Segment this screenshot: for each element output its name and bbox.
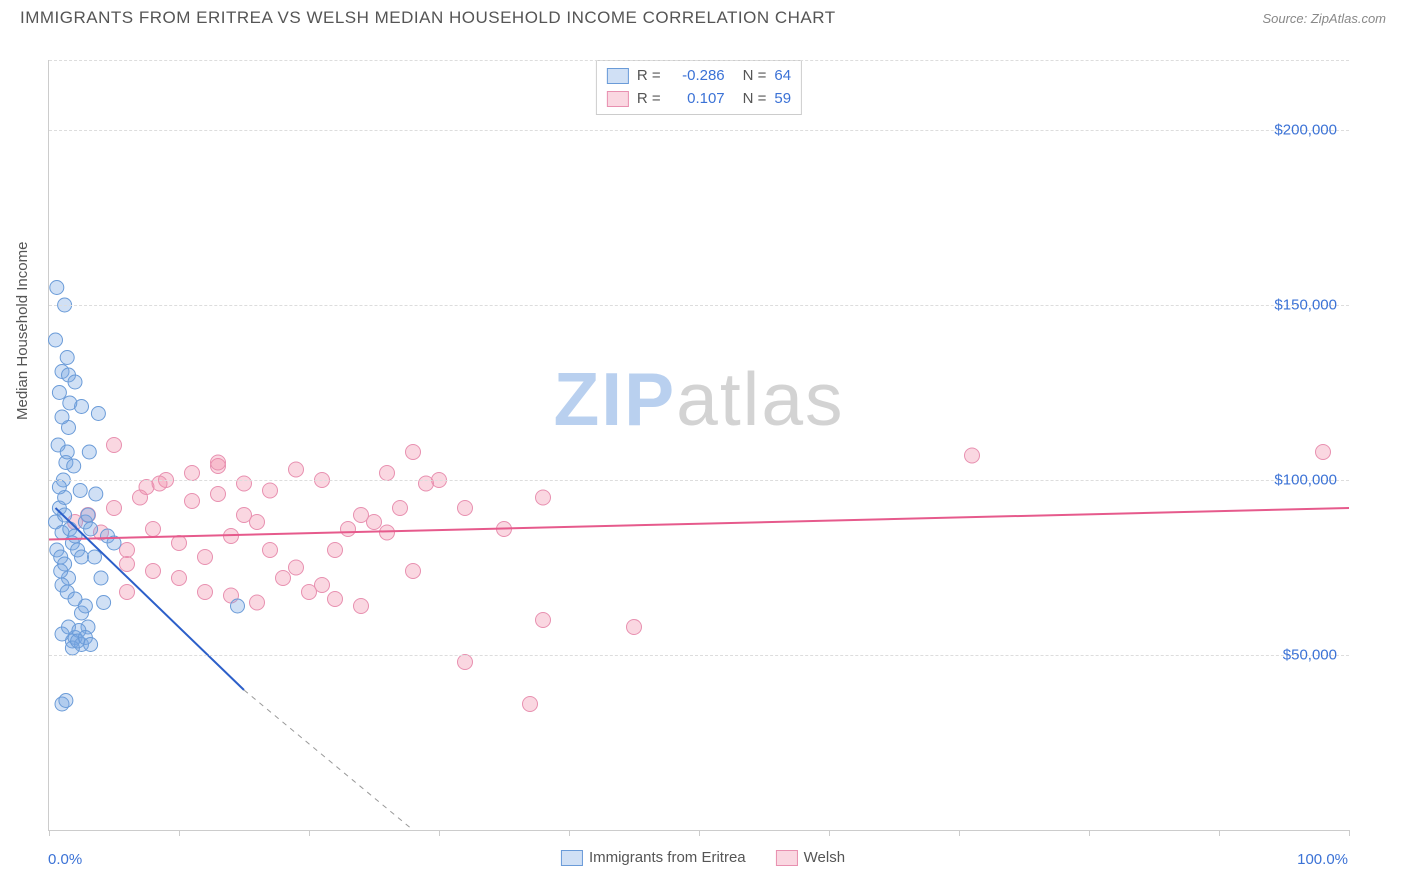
gridline bbox=[49, 305, 1349, 306]
x-tick-label-start: 0.0% bbox=[48, 851, 82, 868]
x-tick bbox=[699, 830, 700, 836]
x-tick-label-end: 100.0% bbox=[1297, 851, 1348, 868]
legend-swatch bbox=[561, 850, 583, 866]
y-tick-label: $50,000 bbox=[1283, 647, 1337, 664]
y-tick-label: $200,000 bbox=[1274, 122, 1337, 139]
x-tick bbox=[439, 830, 440, 836]
r-value: -0.286 bbox=[669, 65, 725, 88]
x-tick bbox=[959, 830, 960, 836]
gridline bbox=[49, 655, 1349, 656]
x-tick bbox=[309, 830, 310, 836]
gridline bbox=[49, 480, 1349, 481]
legend-swatch bbox=[607, 91, 629, 107]
n-label: N = bbox=[743, 88, 767, 111]
legend-series-item: Welsh bbox=[776, 849, 845, 866]
x-tick bbox=[49, 830, 50, 836]
x-tick bbox=[1349, 830, 1350, 836]
legend-correlation-row: R = 0.107 N = 59 bbox=[607, 88, 791, 111]
x-tick bbox=[1219, 830, 1220, 836]
header: IMMIGRANTS FROM ERITREA VS WELSH MEDIAN … bbox=[0, 0, 1406, 32]
legend-series-label: Immigrants from Eritrea bbox=[589, 849, 746, 866]
scatter-plot bbox=[49, 60, 1349, 830]
legend-correlation-row: R = -0.286 N = 64 bbox=[607, 65, 791, 88]
r-label: R = bbox=[637, 65, 661, 88]
legend-correlation: R = -0.286 N = 64 R = 0.107 N = 59 bbox=[596, 60, 802, 115]
legend-series: Immigrants from Eritrea Welsh bbox=[561, 849, 845, 866]
r-label: R = bbox=[637, 88, 661, 111]
y-axis-label: Median Household Income bbox=[14, 242, 31, 420]
y-tick-label: $100,000 bbox=[1274, 472, 1337, 489]
gridline bbox=[49, 60, 1349, 61]
legend-swatch bbox=[607, 68, 629, 84]
gridline bbox=[49, 130, 1349, 131]
chart-area: ZIPatlas R =-0.286N =64R =0.107N =59 $50… bbox=[48, 60, 1349, 831]
legend-series-item: Immigrants from Eritrea bbox=[561, 849, 746, 866]
legend-series-label: Welsh bbox=[804, 849, 845, 866]
n-label: N = bbox=[743, 65, 767, 88]
x-tick bbox=[829, 830, 830, 836]
x-tick bbox=[1089, 830, 1090, 836]
n-value: 64 bbox=[774, 65, 791, 88]
y-tick-label: $150,000 bbox=[1274, 297, 1337, 314]
legend-swatch bbox=[776, 850, 798, 866]
r-value: 0.107 bbox=[669, 88, 725, 111]
x-tick bbox=[569, 830, 570, 836]
chart-title: IMMIGRANTS FROM ERITREA VS WELSH MEDIAN … bbox=[20, 8, 836, 28]
x-tick bbox=[179, 830, 180, 836]
source-label: Source: ZipAtlas.com bbox=[1262, 11, 1386, 26]
n-value: 59 bbox=[774, 88, 791, 111]
